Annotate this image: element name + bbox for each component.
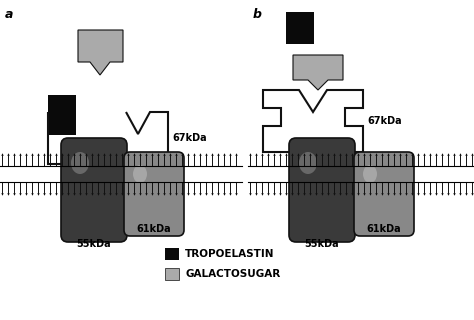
Text: 67kDa: 67kDa (367, 116, 401, 126)
Text: GALACTOSUGAR: GALACTOSUGAR (185, 269, 280, 279)
Ellipse shape (299, 152, 317, 174)
FancyBboxPatch shape (289, 138, 355, 242)
Polygon shape (78, 30, 123, 75)
Text: a: a (5, 8, 13, 21)
Text: TROPOELASTIN: TROPOELASTIN (185, 249, 274, 259)
Text: 55kDa: 55kDa (305, 239, 339, 249)
Bar (48, 95, 76, 135)
FancyBboxPatch shape (354, 152, 414, 236)
Ellipse shape (363, 165, 377, 183)
Text: 61kDa: 61kDa (137, 224, 171, 234)
Ellipse shape (71, 152, 89, 174)
Polygon shape (293, 55, 343, 90)
Text: 61kDa: 61kDa (367, 224, 401, 234)
Bar (165, 268, 179, 280)
Text: b: b (253, 8, 262, 21)
Ellipse shape (133, 165, 147, 183)
Text: 67kDa: 67kDa (172, 133, 207, 143)
FancyBboxPatch shape (124, 152, 184, 236)
Bar (286, 12, 314, 44)
Text: 55kDa: 55kDa (77, 239, 111, 249)
Bar (165, 248, 179, 260)
FancyBboxPatch shape (61, 138, 127, 242)
